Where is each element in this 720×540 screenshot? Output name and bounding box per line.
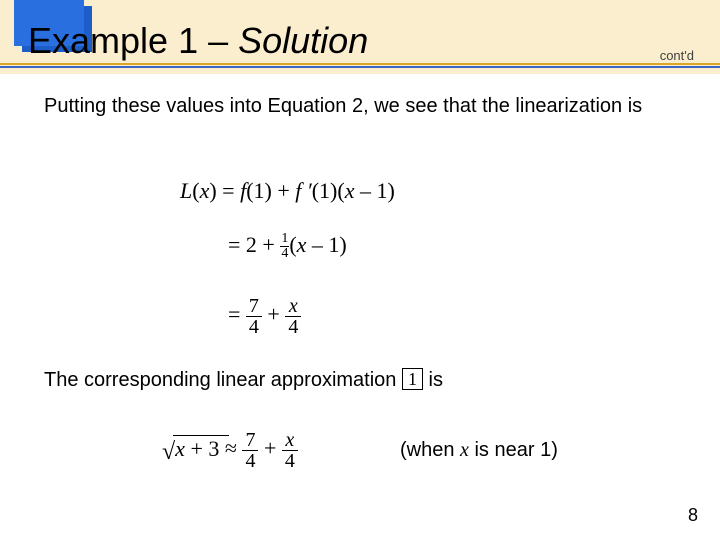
eq-text: – 1) (354, 178, 394, 203)
fraction-den: 4 (246, 316, 262, 337)
equation-ref-box: 1 (402, 368, 423, 390)
eq-text: = (228, 302, 246, 327)
equation-4: √x + 3 ≈ 74 + x4 (160, 430, 298, 471)
paragraph-1: Putting these values into Equation 2, we… (44, 94, 680, 119)
eq-text: (1)( (312, 178, 345, 203)
equation-3: = 74 + x4 (228, 296, 301, 337)
slide-title: Example 1 – Solution (28, 20, 368, 62)
fraction-den: 4 (242, 450, 258, 471)
eq-text: ( (289, 232, 296, 257)
paragraph-2: The corresponding linear approximation 1… (44, 368, 680, 393)
fraction: x4 (285, 296, 301, 337)
eq-text: + (262, 302, 285, 327)
title-italic: Solution (238, 20, 368, 61)
eq-text: (1) + (246, 178, 295, 203)
eq-text: f ′ (295, 178, 311, 203)
eq-text: x (200, 178, 210, 203)
eq-text: L (180, 178, 192, 203)
contd-label: cont'd (660, 48, 694, 63)
fraction: 74 (246, 296, 262, 337)
banner-rule-outer (0, 63, 720, 65)
banner-rule-inner (0, 66, 720, 68)
fraction-num: 1 (280, 232, 289, 246)
fraction-den: 4 (280, 246, 289, 261)
fraction: 74 (242, 430, 258, 471)
eq-text: x (297, 232, 307, 257)
note-text: is near 1) (469, 439, 558, 461)
equation-2: = 2 + 14(x – 1) (228, 232, 347, 261)
fraction-den: 4 (282, 450, 298, 471)
equation-1: L(x) = f(1) + f ′(1)(x – 1) (180, 178, 395, 204)
fraction-num: 7 (246, 296, 262, 316)
fraction-den: 4 (285, 316, 301, 337)
title-plain: Example 1 – (28, 20, 238, 61)
sqrt-bar (173, 435, 229, 437)
eq-text: ≈ (219, 436, 242, 461)
fraction: x4 (282, 430, 298, 471)
eq-text: = 2 + (228, 232, 280, 257)
fraction-num: x (282, 430, 298, 450)
page-number: 8 (688, 505, 698, 526)
para-text: is (423, 369, 443, 391)
eq-text: + 3 (185, 436, 219, 461)
eq-text: + (258, 436, 281, 461)
equation-4-note: (when x is near 1) (400, 438, 558, 463)
sqrt: √x + 3 (160, 436, 219, 466)
eq-text: ( (192, 178, 199, 203)
eq-text: – 1) (306, 232, 346, 257)
para-text: The corresponding linear approximation (44, 369, 402, 391)
eq-text: x (345, 178, 355, 203)
note-text: (when (400, 439, 460, 461)
fraction-num: 7 (242, 430, 258, 450)
sqrt-sign: √ (162, 439, 175, 465)
eq-text: x (175, 436, 185, 461)
note-text: x (460, 439, 469, 461)
eq-text: ) = (209, 178, 240, 203)
fraction: 14 (280, 232, 289, 261)
fraction-num: x (285, 296, 301, 316)
